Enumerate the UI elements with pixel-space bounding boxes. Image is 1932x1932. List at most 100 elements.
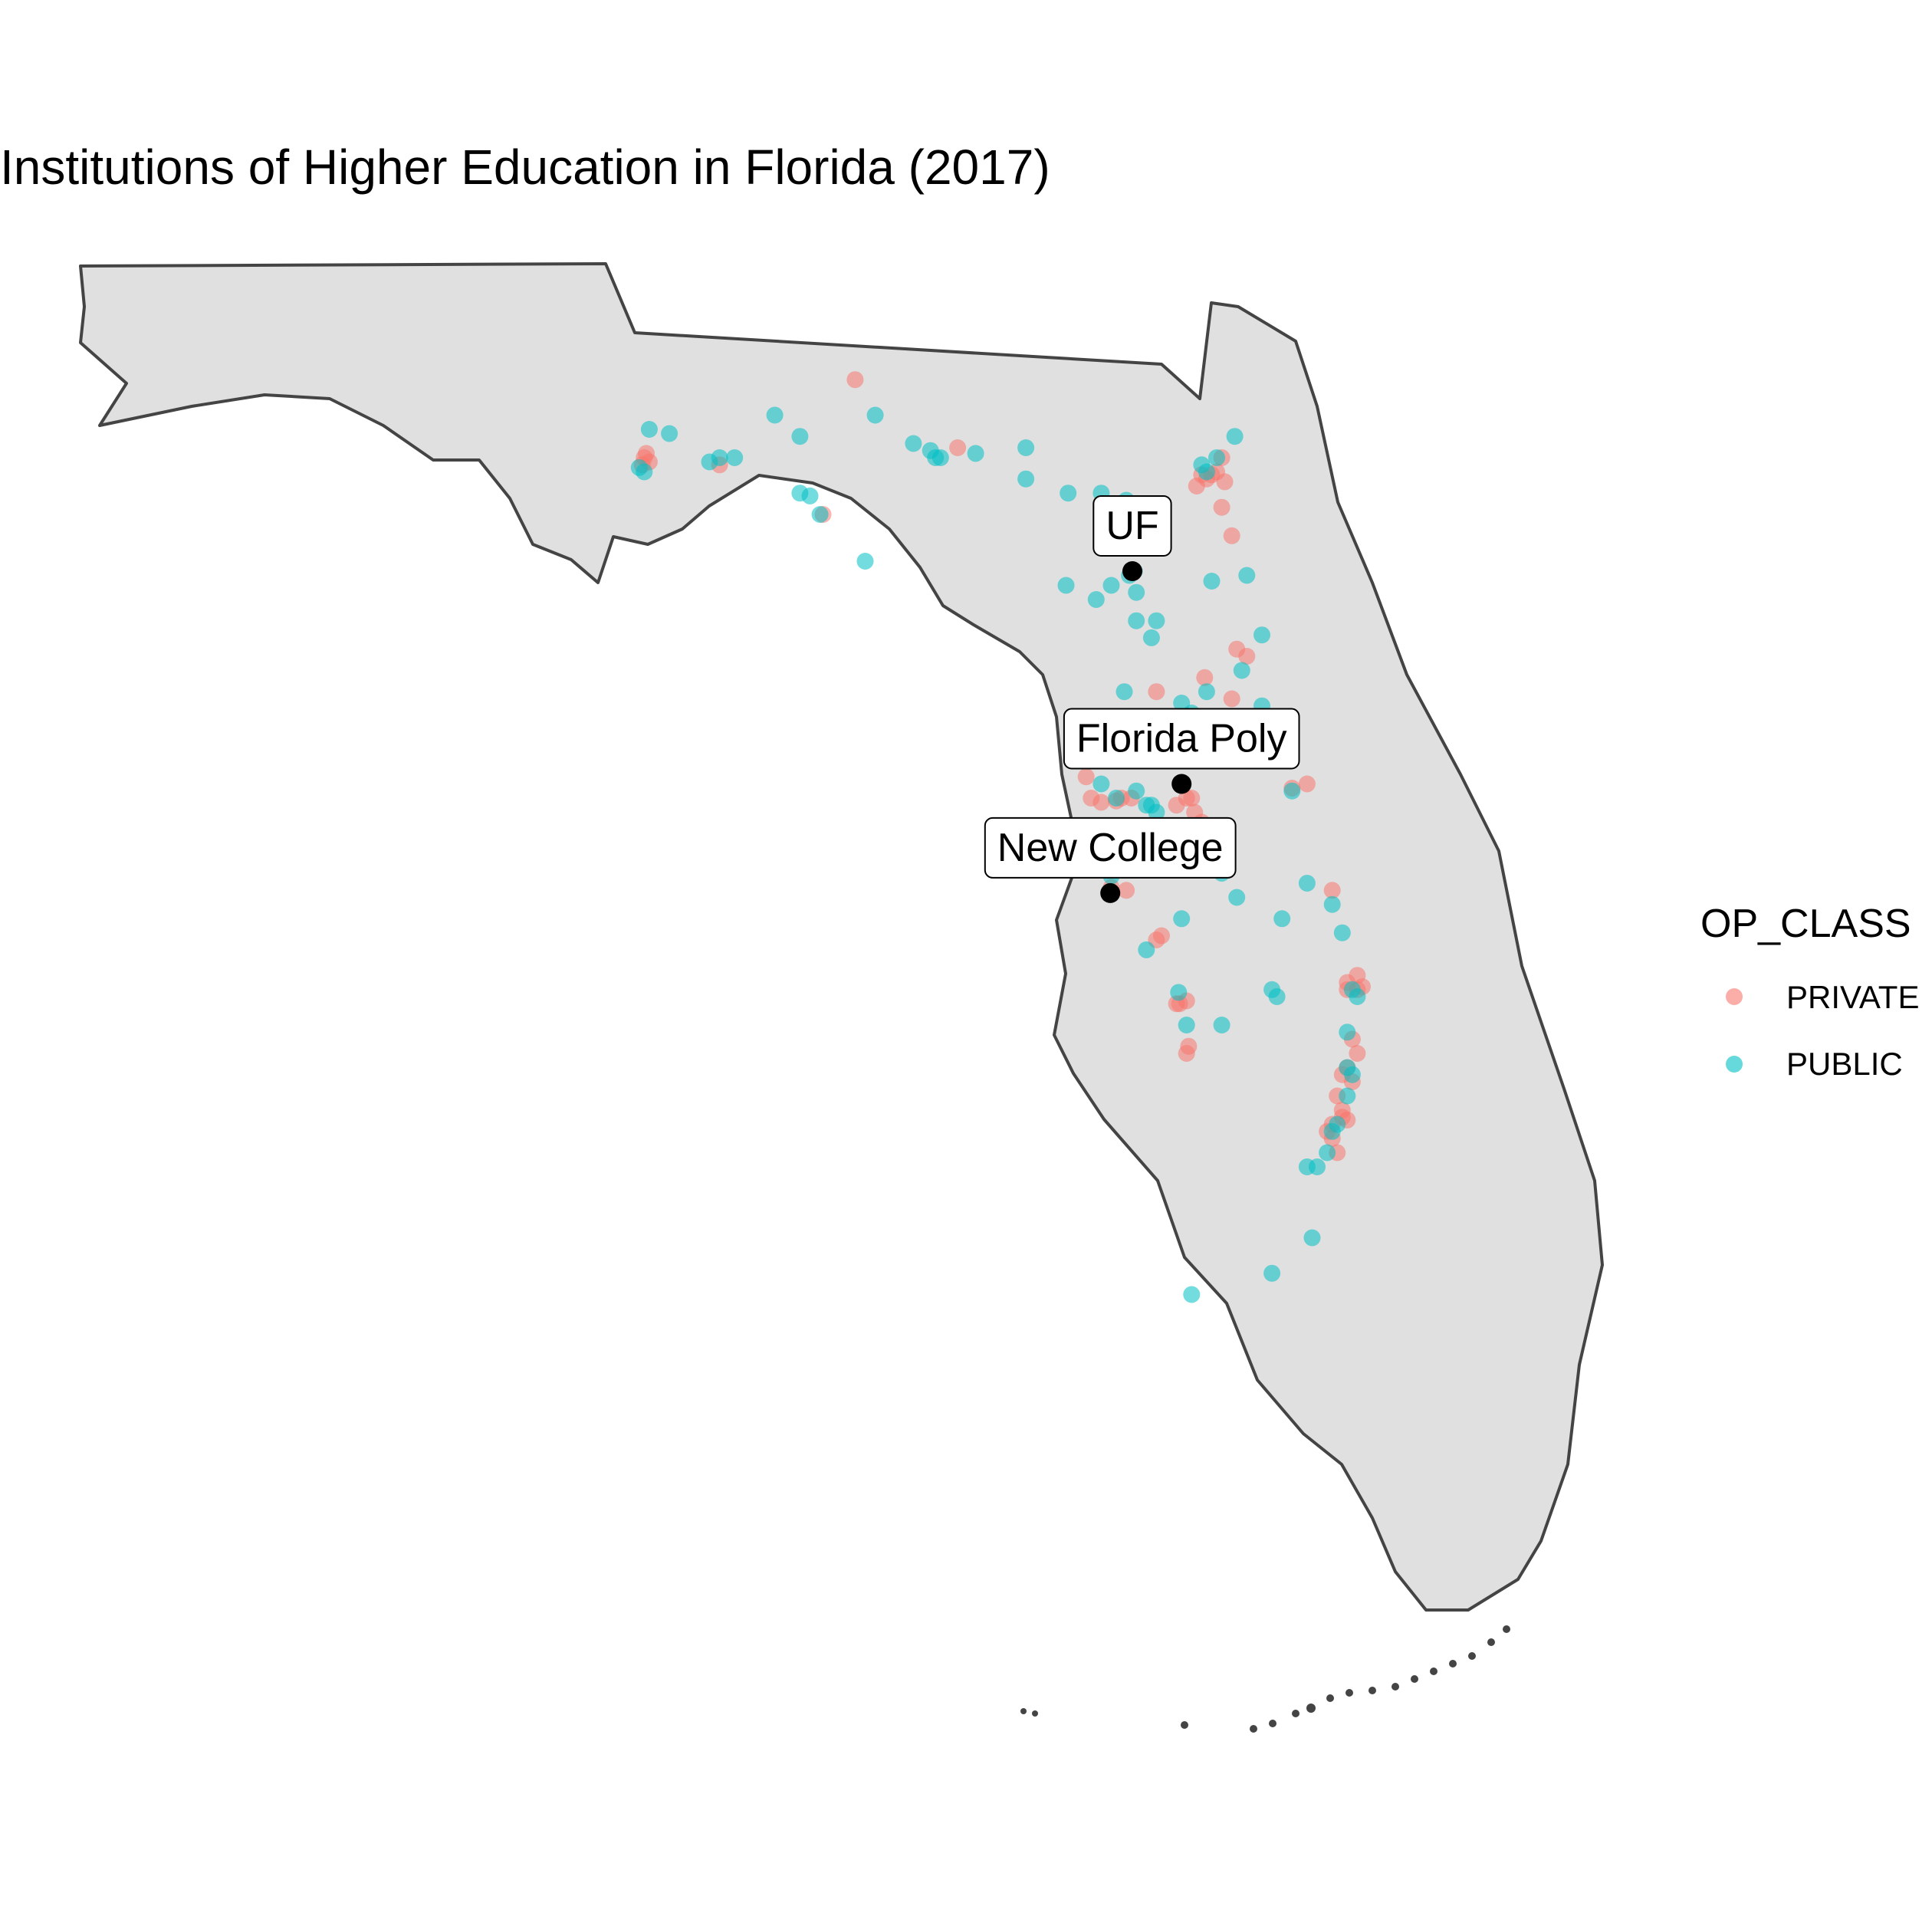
public-institution-point: [1208, 449, 1225, 466]
public-institution-point: [1273, 910, 1291, 928]
private-institution-point: [1238, 648, 1256, 665]
public-institution-point: [1319, 1144, 1336, 1162]
private-institution-point: [1213, 498, 1230, 516]
public-institution-point: [1178, 1017, 1195, 1033]
public-institution-point: [856, 553, 874, 570]
legend-public-key: [1726, 1056, 1743, 1073]
private-institution-point: [846, 371, 864, 389]
chart-title: Institutions of Higher Education in Flor…: [0, 140, 1050, 195]
private-institution-point: [1349, 1045, 1366, 1062]
public-institution-point: [636, 463, 653, 481]
public-institution-point: [1233, 662, 1250, 679]
public-institution-point: [1283, 782, 1301, 800]
private-institution-point: [1178, 1045, 1195, 1062]
public-institution-point: [1087, 591, 1105, 608]
private-institution-point: [1188, 478, 1205, 495]
private-institution-point: [1153, 927, 1170, 945]
public-institution-point: [1138, 941, 1155, 958]
public-institution-point: [1102, 577, 1120, 594]
public-institution-point: [726, 449, 744, 466]
public-institution-point: [1198, 683, 1215, 701]
uf-marker: [1122, 561, 1142, 581]
public-institution-point: [1303, 1229, 1321, 1247]
private-institution-point: [1323, 882, 1341, 899]
public-institution-point: [1333, 924, 1351, 941]
private-institution-point: [1148, 683, 1165, 701]
legend-public-label: PUBLIC: [1786, 1046, 1903, 1082]
public-institution-point: [1108, 790, 1125, 807]
legend: OP_CLASS PRIVATE PUBLIC: [1700, 902, 1919, 1082]
public-institution-point: [1057, 577, 1075, 594]
public-institution-point: [1238, 567, 1256, 584]
highlighted-institutions: UF Florida Poly New College: [984, 495, 1300, 903]
private-institution-point: [1168, 797, 1185, 814]
public-institution-point: [922, 442, 939, 459]
uf-label: UF: [1106, 504, 1158, 548]
public-institution-point: [1254, 626, 1270, 644]
public-institution-point: [1148, 612, 1165, 629]
legend-private-label: PRIVATE: [1786, 979, 1919, 1015]
public-institution-point: [1092, 775, 1110, 793]
public-institution-point: [1263, 1264, 1281, 1282]
public-institution-point: [1128, 583, 1145, 601]
private-institution-point: [1223, 690, 1240, 708]
public-institution-point: [1142, 629, 1160, 646]
new-college-marker: [1100, 882, 1121, 903]
private-institution-point: [1333, 1102, 1351, 1119]
public-institution-point: [711, 449, 728, 466]
public-institution-point: [1128, 782, 1145, 800]
public-institution-point: [1017, 470, 1035, 488]
florida-poly-label-box: [1063, 708, 1300, 770]
public-institution-point: [791, 428, 809, 445]
public-institution-point: [1213, 1017, 1230, 1033]
public-institution-point: [1203, 573, 1221, 590]
public-institution-point: [1323, 1122, 1341, 1140]
legend-title: OP_CLASS: [1700, 902, 1911, 946]
public-institution-point: [1173, 910, 1191, 928]
public-institution-point: [1343, 1066, 1361, 1083]
legend-private-key: [1726, 988, 1743, 1005]
private-institution-point: [1223, 527, 1240, 544]
public-institution-point: [766, 406, 784, 424]
public-institution-point: [1298, 875, 1316, 892]
public-institution-point: [1339, 1087, 1356, 1105]
public-institution-point: [1268, 988, 1286, 1005]
public-institution-point: [811, 506, 829, 523]
uf-label-box: [1092, 495, 1172, 557]
private-institution-point: [1118, 882, 1135, 899]
public-institution-point: [1323, 895, 1341, 913]
florida-poly-label: Florida Poly: [1076, 717, 1287, 761]
public-institution-point: [640, 421, 658, 438]
florida-poly-marker: [1171, 774, 1192, 794]
state-outline: [79, 262, 1604, 1612]
public-institution-point: [661, 425, 678, 442]
private-institution-point: [1077, 768, 1095, 786]
public-institution-point: [1228, 889, 1246, 906]
public-institution-point: [905, 435, 922, 452]
private-institution-point: [638, 445, 655, 462]
private-institution-point: [949, 439, 967, 456]
private-institution-point: [1092, 794, 1110, 811]
public-institution-point: [1142, 797, 1160, 814]
new-college-label: New College: [997, 826, 1224, 870]
public-institution-point: [1193, 456, 1211, 474]
public-institution-point: [967, 445, 984, 462]
public-institution-point: [1060, 485, 1077, 502]
public-institution-point: [1349, 988, 1366, 1005]
florida-keys: [1020, 1625, 1510, 1733]
new-college-label-box: [984, 816, 1237, 879]
public-institution-point: [1017, 439, 1035, 456]
public-institution-point: [1339, 1024, 1356, 1041]
public-institution-point: [801, 487, 819, 504]
florida-land: [79, 262, 1604, 1733]
public-institution-point: [1128, 612, 1145, 629]
private-institution-point: [1298, 775, 1316, 793]
public-institution-point: [1298, 1158, 1316, 1175]
public-institution-point: [866, 406, 884, 424]
public-institution-point: [1183, 1286, 1201, 1303]
public-institution-point: [1226, 428, 1244, 445]
public-institution-point: [1116, 683, 1133, 701]
public-institution-point: [1170, 984, 1188, 1001]
private-institution-point: [1196, 669, 1214, 686]
